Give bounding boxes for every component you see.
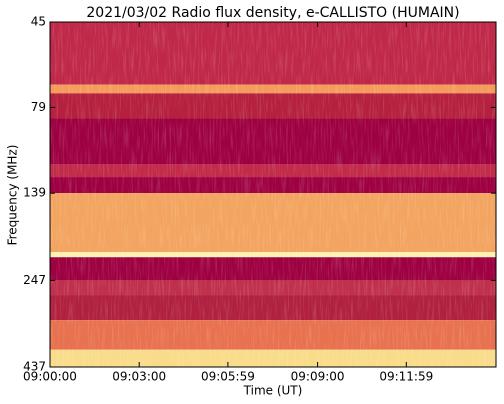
chart-title: 2021/03/02 Radio flux density, e-CALLIST… — [86, 5, 459, 21]
y-tick-label: 79 — [31, 100, 46, 114]
plot-frame — [49, 21, 497, 368]
y-tick-label: 437 — [23, 360, 46, 374]
y-tick-label: 247 — [23, 273, 46, 287]
x-tick-label: 09:09:00 — [291, 370, 345, 384]
x-tick-label: 09:11:59 — [379, 370, 433, 384]
texture — [50, 22, 496, 367]
y-tick-label: 139 — [23, 186, 46, 200]
y-tick-label: 45 — [31, 15, 46, 29]
x-tick-label: 09:00:00 — [23, 370, 77, 384]
x-tick-label: 09:03:00 — [112, 370, 166, 384]
x-tick-label: 09:05:59 — [201, 370, 255, 384]
y-axis-label: Frequency (MHz) — [6, 145, 20, 246]
x-axis-label: Time (UT) — [243, 384, 303, 398]
